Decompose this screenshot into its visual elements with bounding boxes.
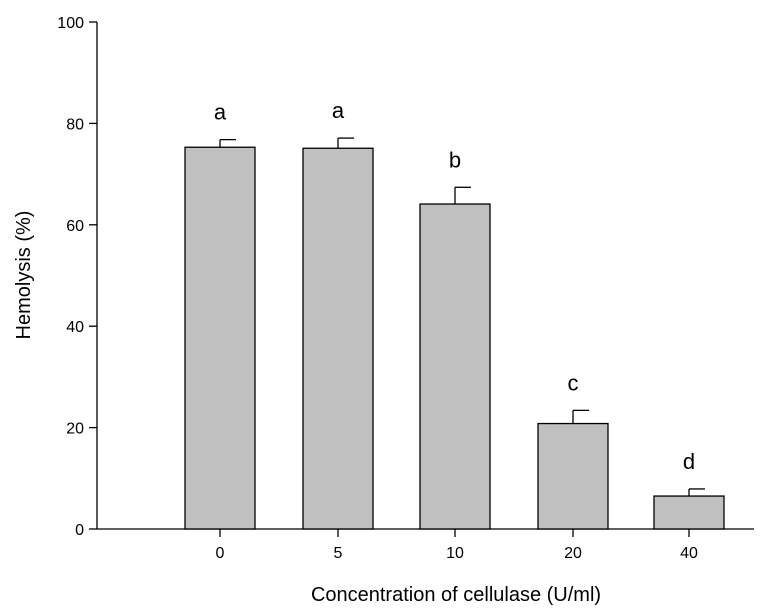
plot-area: 0 20 40 60 80 100 a a b c d 0 5 10 20 40 (57, 15, 754, 562)
significance-label: d (683, 449, 695, 474)
x-tick-label: 10 (446, 545, 464, 562)
significance-label: a (214, 100, 227, 125)
significance-label: b (449, 147, 461, 172)
y-tick-label: 80 (66, 116, 84, 133)
x-tick-label: 20 (564, 545, 582, 562)
y-tick-label: 100 (57, 15, 84, 32)
bar-20 (537, 422, 609, 530)
x-axis-title: Concentration of cellulase (U/ml) (311, 584, 601, 606)
y-axis-title: Hemolysis (%) (13, 211, 35, 340)
x-tick-label: 40 (680, 545, 698, 562)
y-tick-label: 20 (66, 421, 84, 438)
y-ticks: 0 20 40 60 80 100 (57, 15, 97, 539)
x-tick-label: 5 (334, 545, 343, 562)
y-tick-label: 0 (75, 522, 84, 539)
x-tick-label: 0 (216, 545, 225, 562)
bar-0 (184, 146, 256, 530)
y-tick-label: 60 (66, 218, 84, 235)
bar-10 (419, 203, 491, 530)
bars: a a b c d (184, 98, 725, 530)
y-tick-label: 40 (66, 319, 84, 336)
x-ticks: 0 5 10 20 40 (216, 529, 698, 562)
bar-5 (302, 147, 374, 530)
significance-label: c (568, 370, 579, 395)
significance-label: a (332, 98, 345, 123)
bar-40 (653, 495, 725, 530)
